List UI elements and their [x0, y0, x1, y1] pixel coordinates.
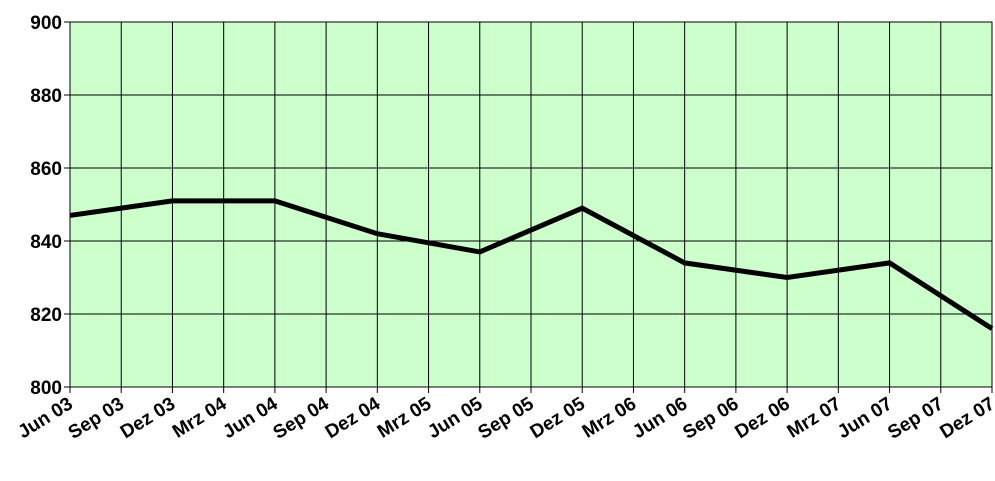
x-tick-label: Jun 04 [219, 393, 282, 443]
x-tick-label: Sep 07 [884, 393, 947, 443]
y-tick-label: 840 [30, 232, 62, 253]
x-tick-label: Sep 06 [679, 393, 742, 443]
grid-lines [69, 21, 993, 388]
y-tick-label: 900 [30, 13, 62, 34]
x-tick-label: Jun 03 [14, 393, 76, 443]
x-tick-label: Dez 05 [527, 393, 590, 443]
x-tick-label: Mrz 07 [784, 393, 845, 442]
y-tick-label: 880 [30, 86, 62, 107]
x-tick-label: Dez 07 [936, 393, 995, 443]
x-tick-label: Mrz 05 [374, 393, 436, 442]
x-tick-label: Sep 04 [270, 393, 333, 444]
x-tick-label: Dez 03 [117, 393, 179, 443]
y-tick-label: 820 [30, 305, 62, 326]
series-line [69, 198, 994, 331]
x-tick-label: Jun 06 [629, 393, 691, 443]
x-tick-label: Mrz 04 [169, 393, 231, 442]
y-tick-label: 860 [30, 159, 62, 180]
series-layer [69, 198, 994, 331]
x-tick-label: Dez 06 [732, 393, 794, 443]
x-tick-label: Sep 03 [65, 393, 128, 443]
x-tick-label: Jun 05 [424, 393, 487, 443]
x-tick-label: Mrz 06 [579, 393, 640, 442]
axes [64, 21, 993, 393]
plot-border [69, 21, 993, 388]
y-tick-label: 800 [30, 378, 62, 399]
x-tick-label: Dez 04 [322, 393, 385, 443]
x-tick-label: Sep 05 [475, 393, 538, 444]
x-tick-label: Jun 07 [834, 393, 896, 443]
